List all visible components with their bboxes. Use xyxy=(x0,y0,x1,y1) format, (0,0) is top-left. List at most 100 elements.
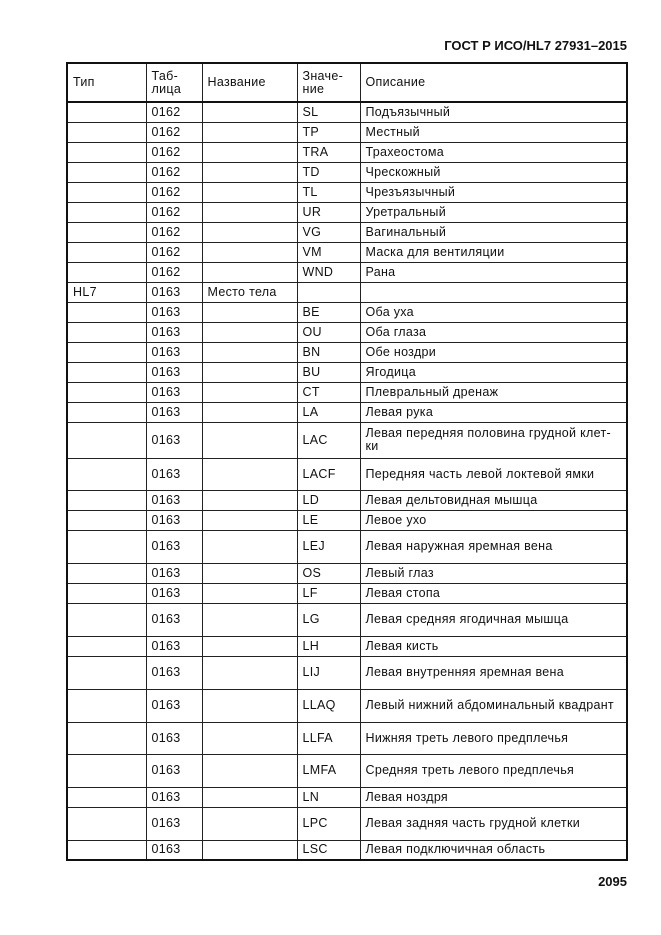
cell-table: 0162 xyxy=(145,241,203,263)
cell-table: 0162 xyxy=(145,101,203,123)
cell-description: Нижняя треть левого предплечья xyxy=(359,721,628,755)
cell-name xyxy=(201,381,298,403)
table-row: 0163 OS Левый глаз xyxy=(66,562,628,584)
cell-table: 0163 xyxy=(145,509,203,531)
cell-name xyxy=(201,688,298,723)
cell-name xyxy=(201,509,298,531)
cell-table: 0162 xyxy=(145,201,203,223)
cell-table: 0163 xyxy=(145,457,203,491)
table-row: 0162 TP Местный xyxy=(66,121,628,143)
cell-description: Левый нижний абдоминальный квадрант xyxy=(359,688,628,723)
cell-name xyxy=(201,261,298,283)
cell-value: VG xyxy=(296,221,361,243)
cell-value: LN xyxy=(296,786,361,808)
cell-name xyxy=(201,321,298,343)
cell-name xyxy=(201,529,298,564)
cell-value: LE xyxy=(296,509,361,531)
cell-name xyxy=(201,753,298,788)
cell-name xyxy=(201,806,298,841)
cell-value: TL xyxy=(296,181,361,203)
header-value: Значе- ние xyxy=(296,62,361,103)
cell-description: Левая стопа xyxy=(359,582,628,604)
cell-name xyxy=(201,161,298,183)
cell-description: Уретральный xyxy=(359,201,628,223)
cell-value: BU xyxy=(296,361,361,383)
cell-value: LH xyxy=(296,635,361,657)
cell-type xyxy=(66,361,147,383)
cell-type xyxy=(66,489,147,511)
table-row: 0163 LD Левая дельтовидная мышца xyxy=(66,489,628,511)
cell-type xyxy=(66,141,147,163)
cell-type xyxy=(66,261,147,283)
table-row: 0163 LLFA Нижняя треть левого предплечья xyxy=(66,721,628,755)
cell-name xyxy=(201,401,298,423)
cell-name xyxy=(201,141,298,163)
cell-description: Левая внутренняя яремная вена xyxy=(359,655,628,690)
cell-value: LEJ xyxy=(296,529,361,564)
table-row: 0163 LH Левая кисть xyxy=(66,635,628,657)
cell-name xyxy=(201,582,298,604)
cell-value: UR xyxy=(296,201,361,223)
header-type: Тип xyxy=(66,62,147,103)
cell-type xyxy=(66,421,147,459)
cell-type xyxy=(66,457,147,491)
table-row: 0163 LIJ Левая внутренняя яремная вена xyxy=(66,655,628,690)
page-number: 2095 xyxy=(598,874,627,889)
cell-value: TRA xyxy=(296,141,361,163)
cell-name xyxy=(201,301,298,323)
cell-type xyxy=(66,582,147,604)
cell-type xyxy=(66,181,147,203)
cell-type xyxy=(66,721,147,755)
cell-name xyxy=(201,457,298,491)
cell-description: Маска для вентиляции xyxy=(359,241,628,263)
cell-value: TD xyxy=(296,161,361,183)
cell-table: 0163 xyxy=(145,839,203,861)
cell-type xyxy=(66,806,147,841)
cell-value: LD xyxy=(296,489,361,511)
cell-type xyxy=(66,201,147,223)
cell-name xyxy=(201,635,298,657)
table-row: 0162 UR Уретральный xyxy=(66,201,628,223)
table-row: 0163 LMFA Средняя треть левого предплечья xyxy=(66,753,628,788)
cell-type xyxy=(66,341,147,363)
table-row: 0163 LACF Передняя часть левой локтевой ям… xyxy=(66,457,628,491)
cell-value: LSC xyxy=(296,839,361,861)
table-row: 0163 LE Левое ухо xyxy=(66,509,628,531)
table-row: 0163 LN Левая ноздря xyxy=(66,786,628,808)
cell-name xyxy=(201,786,298,808)
cell-description: Левый глаз xyxy=(359,562,628,584)
cell-value: VM xyxy=(296,241,361,263)
cell-value: TP xyxy=(296,121,361,143)
cell-description: Местный xyxy=(359,121,628,143)
cell-value: BE xyxy=(296,301,361,323)
cell-name xyxy=(201,121,298,143)
cell-type xyxy=(66,602,147,637)
cell-value: LLFA xyxy=(296,721,361,755)
cell-type xyxy=(66,753,147,788)
table-row: 0163 LPC Левая задняя часть грудной клетки xyxy=(66,806,628,841)
cell-name xyxy=(201,602,298,637)
cell-table: 0163 xyxy=(145,529,203,564)
cell-type xyxy=(66,301,147,323)
cell-table: 0163 xyxy=(145,635,203,657)
cell-value: LMFA xyxy=(296,753,361,788)
cell-value: OS xyxy=(296,562,361,584)
cell-table: 0163 xyxy=(145,281,203,303)
table-row: 0162 TD Чрескожный xyxy=(66,161,628,183)
cell-name xyxy=(201,101,298,123)
cell-table: 0163 xyxy=(145,721,203,755)
table-row: 0162 VM Маска для вентиляции xyxy=(66,241,628,263)
table-row: 0162 WND Рана xyxy=(66,261,628,283)
cell-type xyxy=(66,509,147,531)
cell-table: 0163 xyxy=(145,806,203,841)
cell-type xyxy=(66,381,147,403)
cell-table: 0162 xyxy=(145,161,203,183)
cell-description: Ягодица xyxy=(359,361,628,383)
cell-table: 0163 xyxy=(145,655,203,690)
table-row: 0163 LF Левая стопа xyxy=(66,582,628,604)
cell-table: 0163 xyxy=(145,786,203,808)
cell-type xyxy=(66,529,147,564)
cell-table: 0162 xyxy=(145,181,203,203)
cell-value xyxy=(296,281,361,303)
cell-table: 0163 xyxy=(145,582,203,604)
